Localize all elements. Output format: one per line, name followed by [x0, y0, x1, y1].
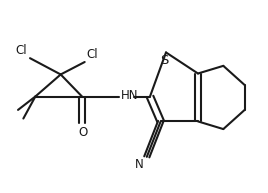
Text: O: O — [79, 126, 88, 139]
Text: HN: HN — [121, 89, 138, 102]
Text: Cl: Cl — [86, 48, 98, 61]
Text: Cl: Cl — [16, 44, 27, 57]
Text: N: N — [135, 158, 143, 171]
Text: S: S — [161, 54, 169, 67]
